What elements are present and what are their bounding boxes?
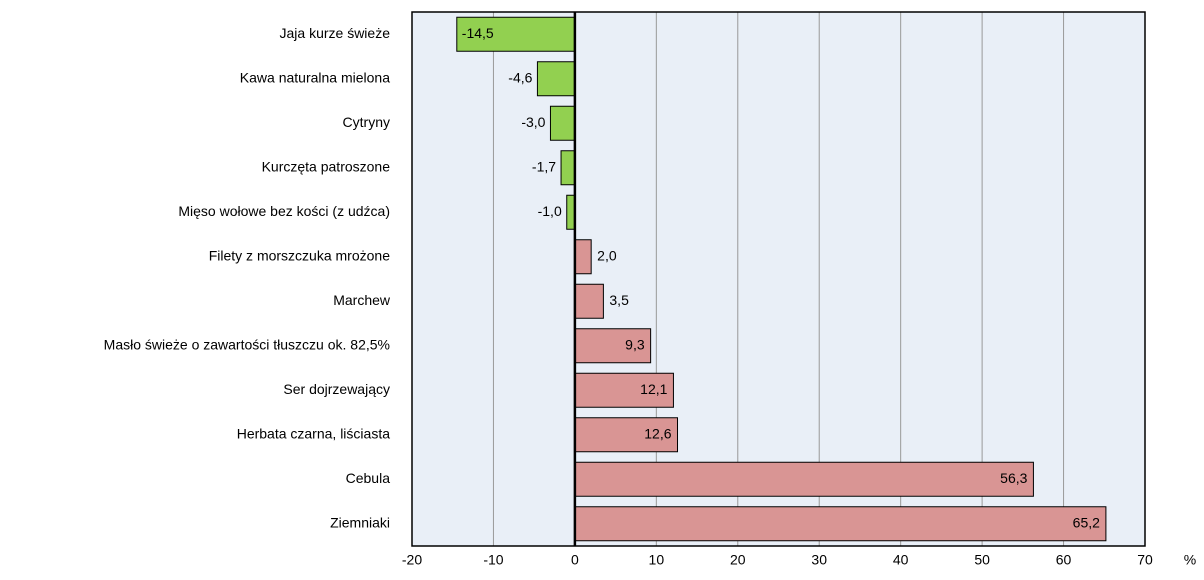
value-label: -1,7 bbox=[532, 158, 556, 174]
y-tick-label: Marchew bbox=[333, 292, 391, 308]
bar bbox=[574, 239, 592, 275]
y-tick-label: Kawa naturalna mielona bbox=[240, 69, 390, 85]
value-label: 9,3 bbox=[625, 336, 645, 352]
x-tick-label: 10 bbox=[649, 552, 665, 568]
y-tick-label: Mięso wołowe bez kości (z udźca) bbox=[178, 203, 390, 219]
x-axis-label: % bbox=[1184, 552, 1196, 568]
value-label: -1,0 bbox=[538, 203, 562, 219]
value-label: 56,3 bbox=[1000, 470, 1027, 486]
bar bbox=[456, 16, 576, 52]
value-label: 12,1 bbox=[640, 381, 667, 397]
x-tick-label: -20 bbox=[402, 552, 422, 568]
plot-area bbox=[412, 12, 1145, 546]
bar bbox=[574, 461, 1034, 497]
y-tick-label: Jaja kurze świeże bbox=[280, 25, 391, 41]
y-tick-label: Cebula bbox=[346, 470, 391, 486]
y-tick-label: Ziemniaki bbox=[330, 514, 390, 530]
bar bbox=[574, 372, 674, 408]
bar bbox=[574, 506, 1107, 542]
bar bbox=[574, 328, 652, 364]
value-label: -3,0 bbox=[521, 114, 545, 130]
bar bbox=[574, 283, 604, 319]
x-tick-label: 20 bbox=[730, 552, 746, 568]
bar bbox=[574, 417, 679, 453]
plot-border bbox=[411, 11, 1146, 547]
x-tick-label: 0 bbox=[571, 552, 579, 568]
y-tick-label: Cytryny bbox=[343, 114, 390, 130]
y-tick-label: Ser dojrzewający bbox=[283, 381, 390, 397]
x-tick-label: 30 bbox=[811, 552, 827, 568]
x-tick-label: 50 bbox=[974, 552, 990, 568]
x-tick-label: -10 bbox=[483, 552, 503, 568]
y-tick-label: Herbata czarna, liściasta bbox=[237, 425, 391, 441]
y-tick-label: Kurczęta patroszone bbox=[262, 158, 391, 174]
x-tick-label: 70 bbox=[1137, 552, 1153, 568]
bar bbox=[536, 61, 576, 97]
value-label: 2,0 bbox=[597, 247, 617, 263]
y-tick-label: Masło świeże o zawartości tłuszczu ok. 8… bbox=[104, 336, 390, 352]
value-label: 3,5 bbox=[609, 292, 629, 308]
x-tick-label: 60 bbox=[1056, 552, 1072, 568]
value-label: -14,5 bbox=[462, 25, 494, 41]
value-label: 65,2 bbox=[1073, 514, 1100, 530]
value-label: -4,6 bbox=[508, 69, 532, 85]
x-tick-label: 40 bbox=[893, 552, 909, 568]
bar bbox=[560, 150, 576, 186]
y-tick-label: Filety z morszczuka mrożone bbox=[209, 247, 390, 263]
bar bbox=[549, 105, 576, 141]
value-label: 12,6 bbox=[644, 425, 671, 441]
